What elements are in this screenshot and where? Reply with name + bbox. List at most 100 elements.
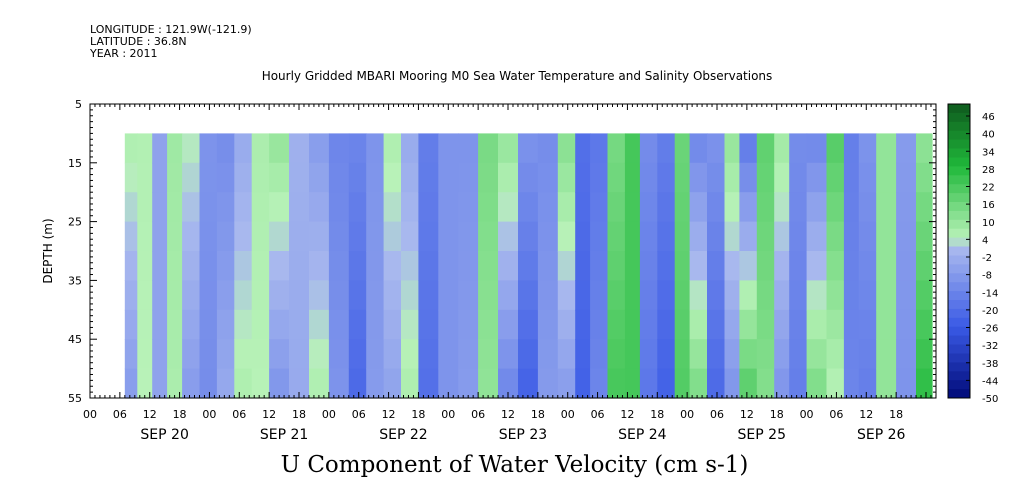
heatmap-cell [234,280,253,311]
heatmap-cell [401,133,419,164]
heatmap-cell [657,251,676,281]
heatmap-cell [518,368,539,399]
heatmap-cell [478,192,499,223]
heatmap-cell [789,162,808,193]
heatmap-cell [438,251,459,281]
heatmap-cell [478,162,499,193]
heatmap-cell [199,133,218,164]
heatmap-cell [590,251,609,281]
y-tick-label: 5 [75,98,82,111]
heatmap-cell [826,162,845,193]
colorbar-frame [947,103,971,399]
heatmap-cell [518,280,539,311]
heatmap-cell [789,251,808,281]
heatmap-cell [383,162,402,193]
heatmap-cell [896,280,917,311]
heatmap-cell [167,339,183,370]
heatmap-cell [518,251,539,281]
heatmap-cell [152,339,168,370]
heatmap-cell [216,133,235,164]
heatmap-cell [843,339,860,370]
heatmap-cell [348,339,367,370]
heatmap-cell [152,280,168,311]
heatmap-cell [498,280,519,311]
heatmap-cell [348,309,367,340]
colorbar-swatch [948,104,970,114]
heatmap-cell [707,339,725,370]
colorbar-swatch [948,202,970,212]
heatmap-cell [137,221,153,252]
x-hour-label: 18 [889,408,903,421]
heatmap-cell [657,162,676,193]
heatmap-cell [458,368,479,399]
heatmap-cell [438,339,459,370]
heatmap-cell [689,280,708,311]
heatmap-cell [689,309,708,340]
heatmap-cell [269,162,290,193]
heatmap-cell [624,133,641,164]
heatmap-cells [124,133,933,399]
heatmap-cell [366,162,385,193]
heatmap-cell [689,221,708,252]
heatmap-cell [916,192,933,223]
heatmap-cell [478,221,499,252]
heatmap-cell [789,221,808,252]
heatmap-cell [418,162,439,193]
heatmap-cell [216,251,235,281]
heatmap-cell [199,221,218,252]
heatmap-cell [607,339,626,370]
heatmap-cell [458,192,479,223]
heatmap-cell [557,339,576,370]
heatmap-cell [639,221,658,252]
heatmap-cell [657,192,676,223]
heatmap-cell [639,339,658,370]
heatmap-cell [418,368,439,399]
heatmap-cell [251,251,270,281]
heatmap-cell [557,280,576,311]
heatmap-cell [137,192,153,223]
heatmap-cell [289,309,310,340]
colorbar-swatch [948,219,970,230]
heatmap-cell [806,251,828,281]
heatmap-cell [896,162,917,193]
heatmap-cell [876,162,897,193]
heatmap-cell [366,309,385,340]
heatmap-cell [418,280,439,311]
heatmap-cell [739,309,758,340]
heatmap-cell [152,162,168,193]
heatmap-cell [438,309,459,340]
heatmap-cell [590,309,609,340]
heatmap-cell [916,280,933,311]
heatmap-cell [575,162,591,193]
heatmap-cell [366,280,385,311]
heatmap-cell [518,192,539,223]
heatmap-cell [124,368,138,399]
heatmap-cell [739,133,758,164]
heatmap-cell [826,192,845,223]
y-tick-label: 35 [68,274,82,287]
heatmap-cell [896,368,917,399]
heatmap-cell [383,251,402,281]
heatmap-cell [756,339,775,370]
heatmap-cell [674,309,691,340]
x-hour-label: 00 [202,408,216,421]
heatmap-cell [401,162,419,193]
heatmap-cell [674,221,691,252]
heatmap-cell [657,309,676,340]
heatmap-cell [309,221,330,252]
heatmap-cell [137,162,153,193]
heatmap-cell [590,339,609,370]
heatmap-cell [806,192,828,223]
colorbar-label: 10 [982,218,995,229]
heatmap-cell [674,251,691,281]
heatmap-cell [707,280,725,311]
heatmap-cell [607,221,626,252]
heatmap-cell [234,368,253,399]
heatmap-cell [458,339,479,370]
heatmap-cell [498,162,519,193]
heatmap-cell [216,162,235,193]
heatmap-cell [826,368,845,399]
heatmap-cell [478,133,499,164]
heatmap-cell [328,133,350,164]
heatmap-cell [557,133,576,164]
